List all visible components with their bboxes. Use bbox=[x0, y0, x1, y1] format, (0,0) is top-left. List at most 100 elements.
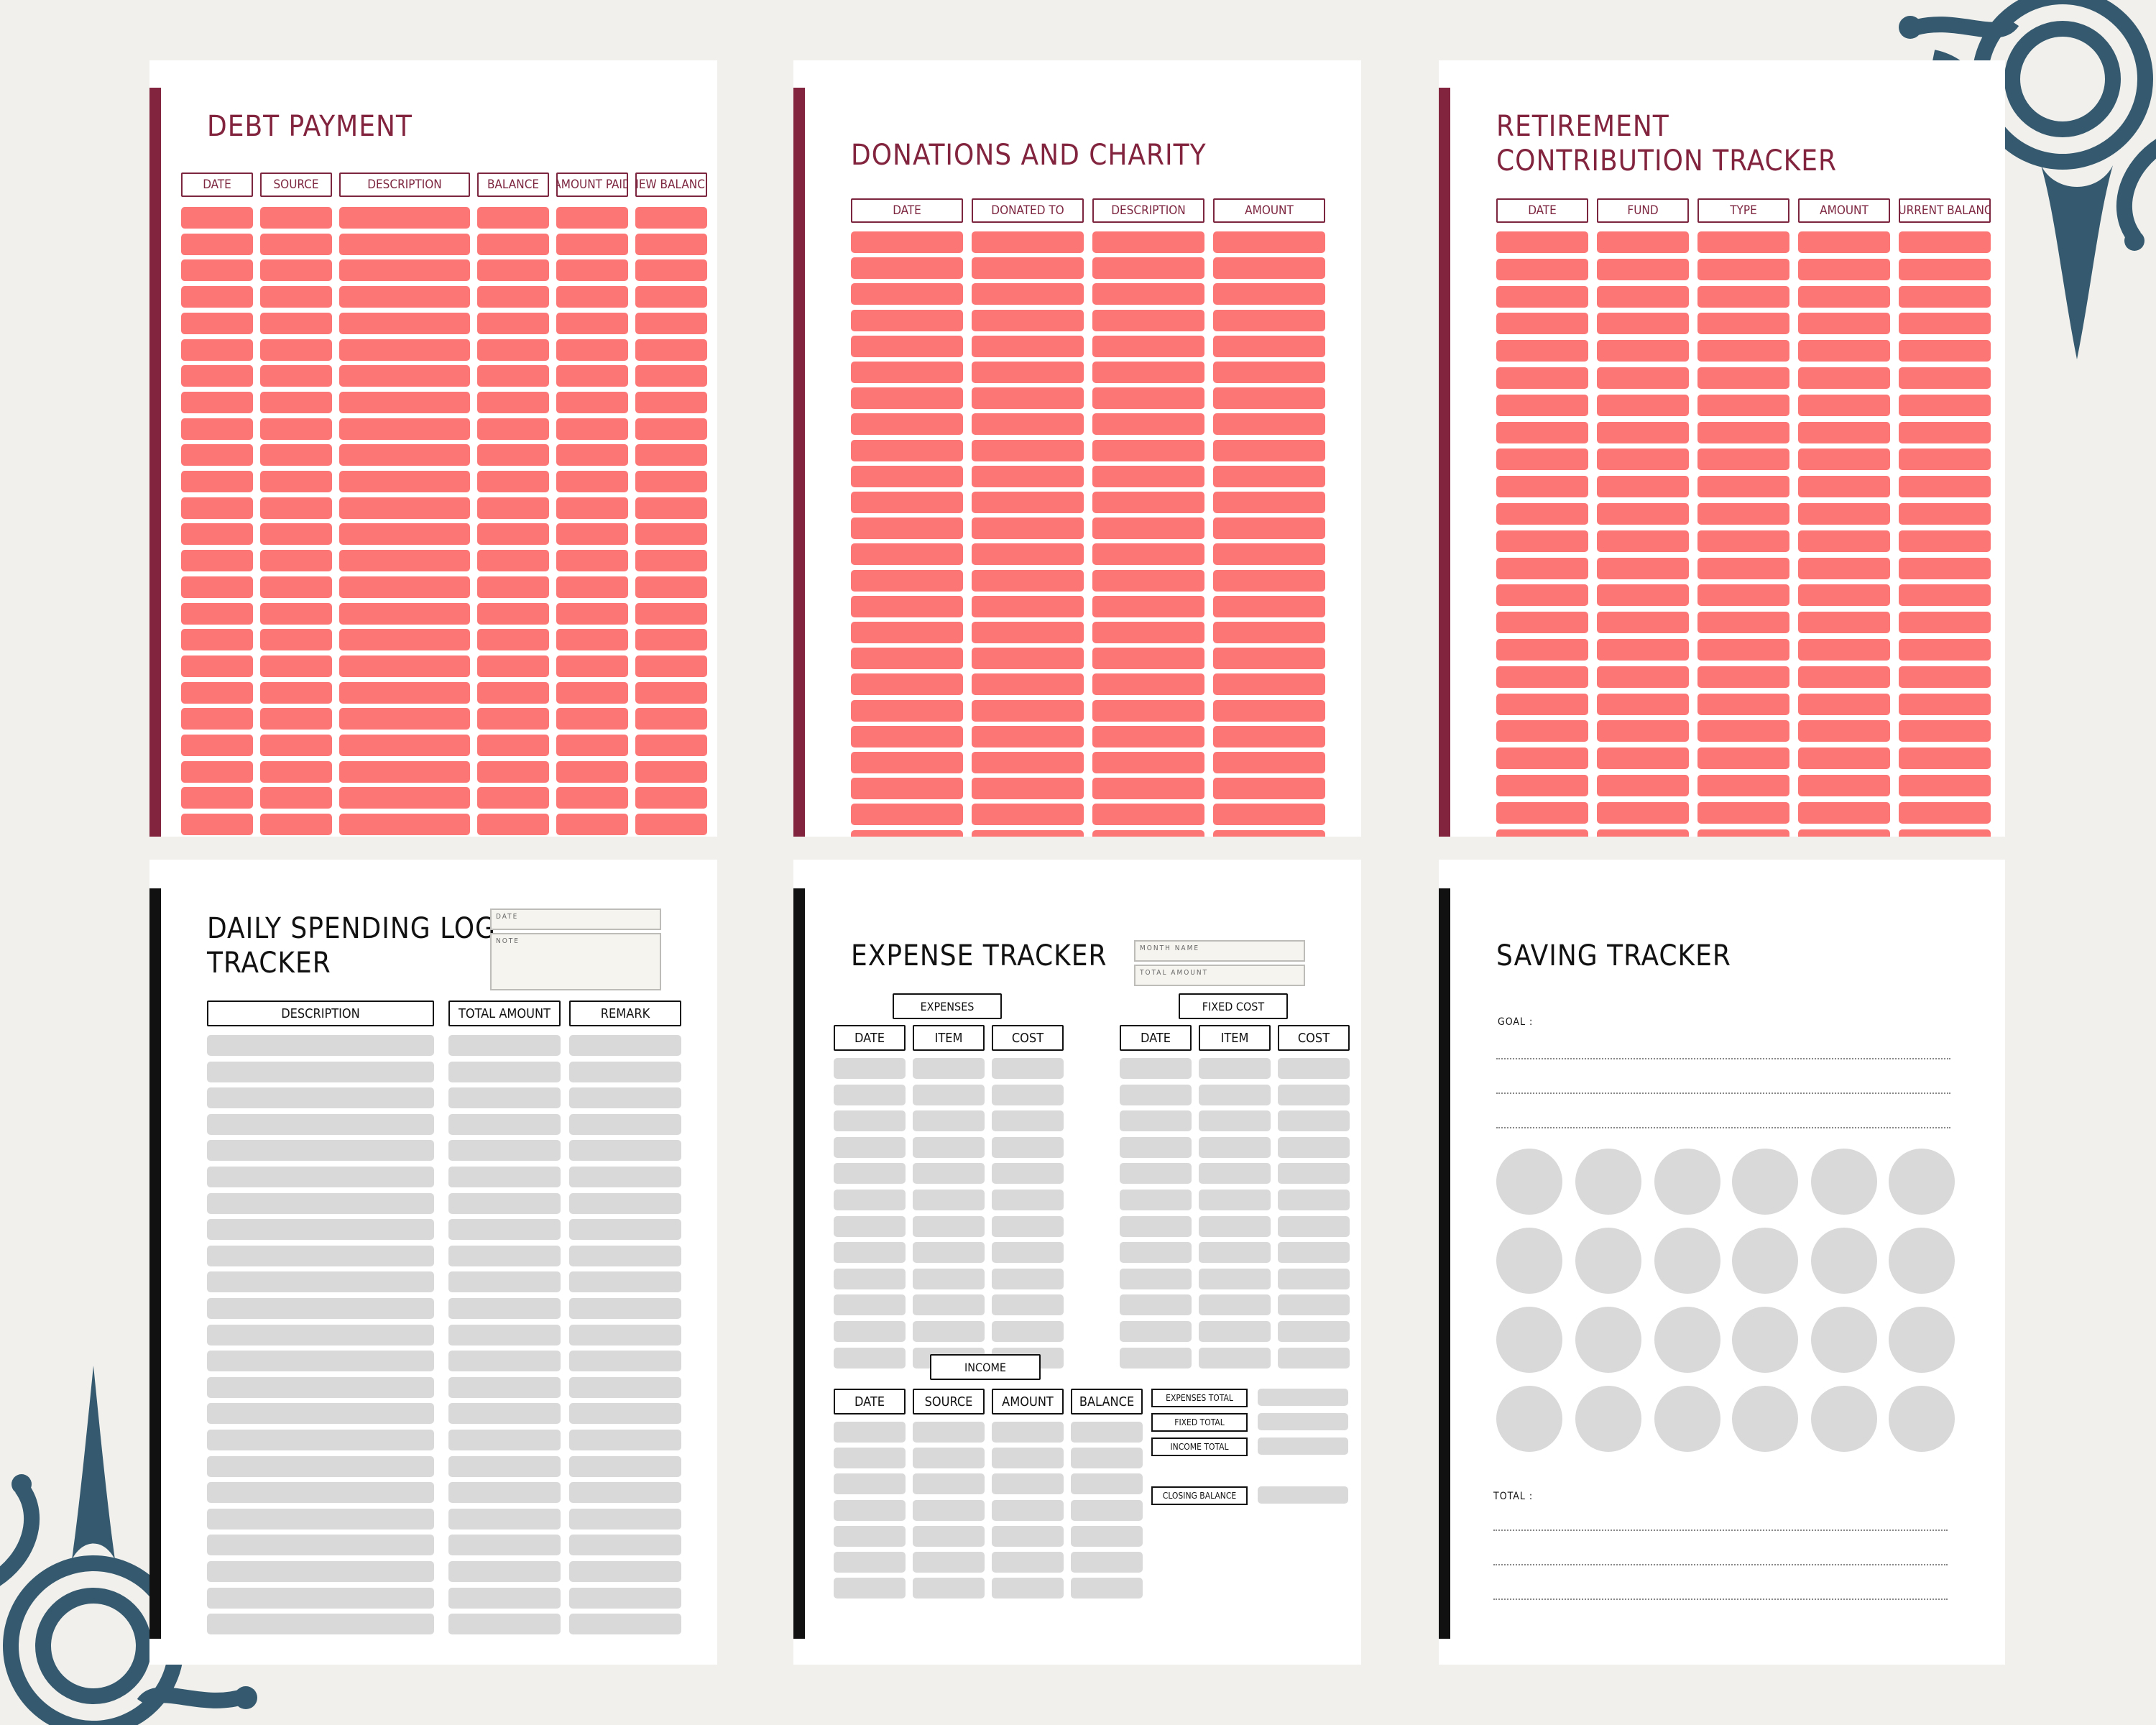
table-cell[interactable] bbox=[448, 1035, 561, 1056]
table-cell[interactable] bbox=[635, 286, 707, 308]
table-cell[interactable] bbox=[260, 471, 332, 492]
table-cell[interactable] bbox=[1213, 335, 1325, 357]
table-cell[interactable] bbox=[992, 1578, 1064, 1599]
table-cell[interactable] bbox=[913, 1136, 985, 1158]
table-cell[interactable] bbox=[1496, 394, 1588, 416]
table-cell[interactable] bbox=[992, 1268, 1064, 1289]
table-cell[interactable] bbox=[556, 760, 628, 783]
table-cell[interactable] bbox=[260, 418, 332, 440]
table-cell[interactable] bbox=[448, 1508, 561, 1530]
table-cell[interactable] bbox=[972, 309, 1084, 331]
table-cell[interactable] bbox=[1213, 439, 1325, 461]
table-cell[interactable] bbox=[260, 523, 332, 546]
table-cell[interactable] bbox=[181, 339, 253, 361]
table-cell[interactable] bbox=[556, 550, 628, 572]
table-cell[interactable] bbox=[851, 725, 963, 748]
table-cell[interactable] bbox=[1071, 1552, 1143, 1573]
table-cell[interactable] bbox=[851, 829, 963, 837]
table-cell[interactable] bbox=[1697, 829, 1789, 837]
table-cell[interactable] bbox=[448, 1140, 561, 1162]
table-cell[interactable] bbox=[1597, 258, 1689, 280]
table-cell[interactable] bbox=[207, 1561, 434, 1582]
table-cell[interactable] bbox=[1798, 476, 1890, 498]
table-cell[interactable] bbox=[834, 1448, 906, 1469]
table-cell[interactable] bbox=[834, 1552, 906, 1573]
table-cell[interactable] bbox=[913, 1190, 985, 1210]
table-cell[interactable] bbox=[992, 1084, 1064, 1105]
saving-circle[interactable] bbox=[1496, 1307, 1562, 1373]
table-cell[interactable] bbox=[1899, 584, 1991, 607]
table-cell[interactable] bbox=[181, 760, 253, 783]
saving-circle[interactable] bbox=[1732, 1149, 1798, 1215]
table-cell[interactable] bbox=[1092, 778, 1204, 800]
table-cell[interactable] bbox=[1092, 725, 1204, 748]
table-cell[interactable] bbox=[207, 1298, 434, 1319]
table-cell[interactable] bbox=[448, 1535, 561, 1556]
summary-value[interactable] bbox=[1258, 1486, 1348, 1504]
table-cell[interactable] bbox=[207, 1482, 434, 1504]
table-cell[interactable] bbox=[972, 518, 1084, 540]
table-cell[interactable] bbox=[972, 622, 1084, 643]
table-cell[interactable] bbox=[339, 286, 470, 308]
table-cell[interactable] bbox=[1199, 1110, 1271, 1132]
table-cell[interactable] bbox=[1213, 309, 1325, 331]
table-cell[interactable] bbox=[1199, 1347, 1271, 1368]
saving-circle[interactable] bbox=[1811, 1307, 1877, 1373]
table-cell[interactable] bbox=[851, 283, 963, 305]
table-cell[interactable] bbox=[1496, 748, 1588, 770]
table-cell[interactable] bbox=[1092, 335, 1204, 357]
table-cell[interactable] bbox=[556, 602, 628, 625]
table-cell[interactable] bbox=[556, 497, 628, 519]
table-cell[interactable] bbox=[972, 829, 1084, 837]
table-cell[interactable] bbox=[1120, 1136, 1192, 1158]
table-cell[interactable] bbox=[339, 471, 470, 492]
table-cell[interactable] bbox=[181, 708, 253, 730]
table-cell[interactable] bbox=[635, 760, 707, 783]
table-cell[interactable] bbox=[635, 497, 707, 519]
table-cell[interactable] bbox=[1213, 829, 1325, 837]
table-cell[interactable] bbox=[181, 286, 253, 308]
saving-circle[interactable] bbox=[1889, 1149, 1955, 1215]
table-cell[interactable] bbox=[181, 735, 253, 756]
table-cell[interactable] bbox=[1899, 258, 1991, 280]
table-cell[interactable] bbox=[992, 1215, 1064, 1237]
table-cell[interactable] bbox=[972, 673, 1084, 696]
table-cell[interactable] bbox=[477, 312, 549, 334]
table-cell[interactable] bbox=[477, 365, 549, 387]
table-cell[interactable] bbox=[972, 569, 1084, 592]
table-cell[interactable] bbox=[1213, 283, 1325, 305]
table-cell[interactable] bbox=[260, 391, 332, 413]
table-cell[interactable] bbox=[635, 708, 707, 730]
table-cell[interactable] bbox=[1798, 503, 1890, 525]
table-cell[interactable] bbox=[181, 629, 253, 651]
table-cell[interactable] bbox=[477, 550, 549, 572]
table-cell[interactable] bbox=[1213, 699, 1325, 722]
table-cell[interactable] bbox=[851, 465, 963, 487]
table-cell[interactable] bbox=[1597, 748, 1689, 770]
table-cell[interactable] bbox=[339, 814, 470, 836]
table-cell[interactable] bbox=[1697, 394, 1789, 416]
table-cell[interactable] bbox=[1278, 1321, 1350, 1342]
saving-circle[interactable] bbox=[1889, 1228, 1955, 1294]
table-cell[interactable] bbox=[477, 233, 549, 255]
saving-circle[interactable] bbox=[1889, 1307, 1955, 1373]
table-cell[interactable] bbox=[448, 1455, 561, 1477]
saving-circle[interactable] bbox=[1889, 1386, 1955, 1452]
table-cell[interactable] bbox=[1213, 387, 1325, 410]
table-cell[interactable] bbox=[834, 1215, 906, 1237]
table-cell[interactable] bbox=[635, 681, 707, 704]
table-cell[interactable] bbox=[1697, 340, 1789, 362]
saving-circle[interactable] bbox=[1654, 1386, 1720, 1452]
table-cell[interactable] bbox=[635, 576, 707, 598]
table-cell[interactable] bbox=[260, 339, 332, 361]
table-cell[interactable] bbox=[851, 804, 963, 826]
table-cell[interactable] bbox=[972, 492, 1084, 513]
table-cell[interactable] bbox=[851, 778, 963, 800]
table-cell[interactable] bbox=[477, 339, 549, 361]
table-cell[interactable] bbox=[181, 312, 253, 334]
table-cell[interactable] bbox=[1899, 231, 1991, 253]
table-cell[interactable] bbox=[1092, 362, 1204, 383]
table-cell[interactable] bbox=[569, 1324, 681, 1346]
table-cell[interactable] bbox=[1899, 313, 1991, 335]
table-cell[interactable] bbox=[1798, 313, 1890, 335]
